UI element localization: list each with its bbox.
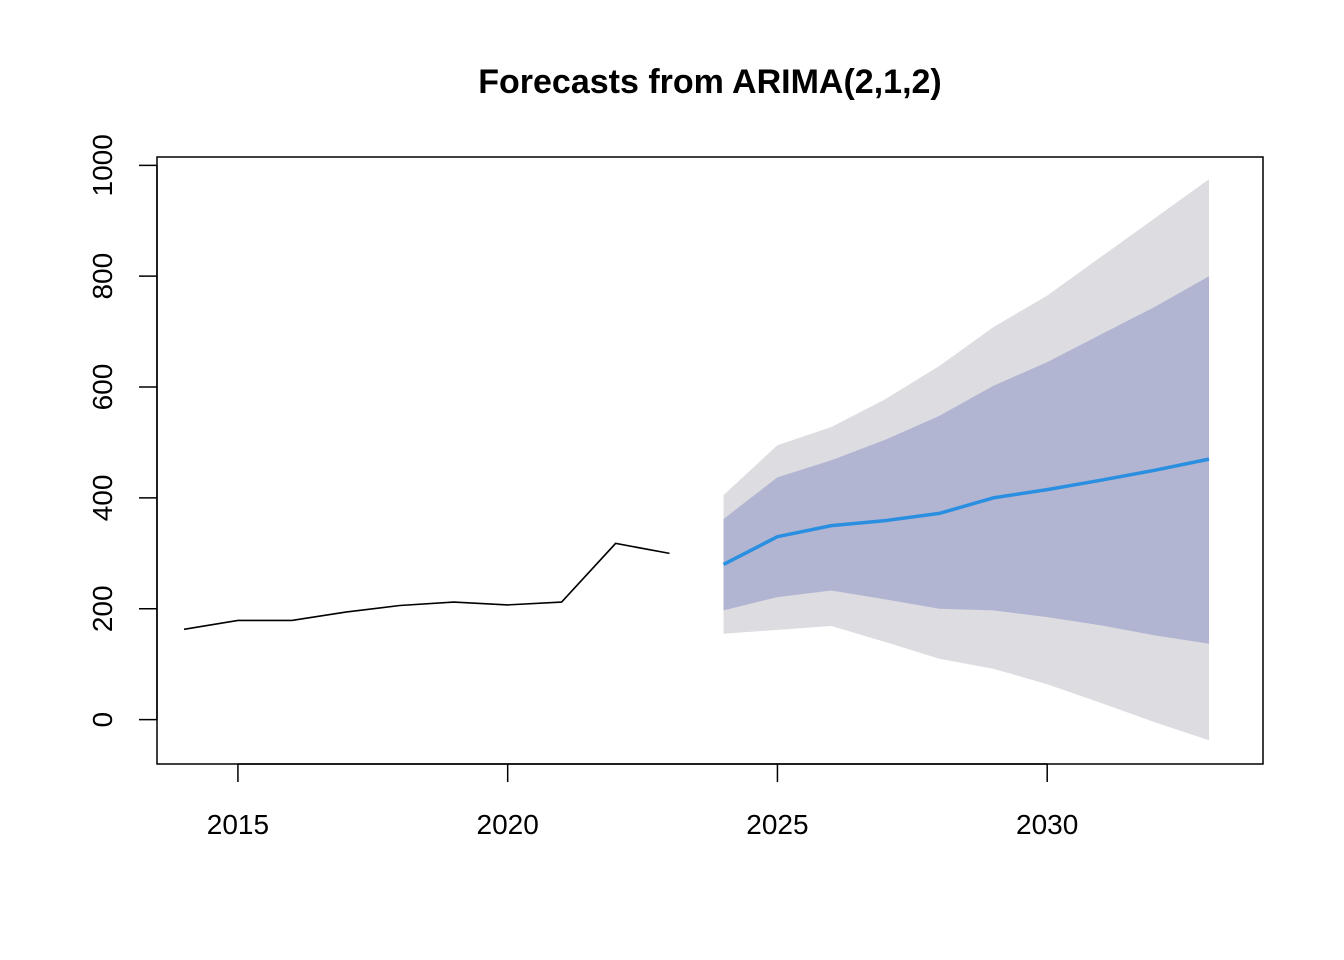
forecast-mean-line [722,457,1210,566]
y-tick-label: 1000 [87,134,118,196]
y-tick-label: 0 [87,712,118,728]
chart-title: Forecasts from ARIMA(2,1,2) [478,63,942,101]
x-axis: 2015 2020 2025 2030 [207,763,1078,840]
band-80-interval [723,276,1209,644]
x-tick-label: 2025 [746,809,808,840]
y-tick-label: 800 [87,253,118,300]
observed-series-line [183,542,670,631]
x-tick-label: 2030 [1016,809,1078,840]
y-tick-label: 600 [87,364,118,411]
y-tick-label: 400 [87,475,118,522]
y-tick-label: 200 [87,585,118,632]
x-tick-label: 2020 [477,809,539,840]
y-axis: 0 200 400 600 800 1000 [87,134,158,728]
x-tick-label: 2015 [207,809,269,840]
